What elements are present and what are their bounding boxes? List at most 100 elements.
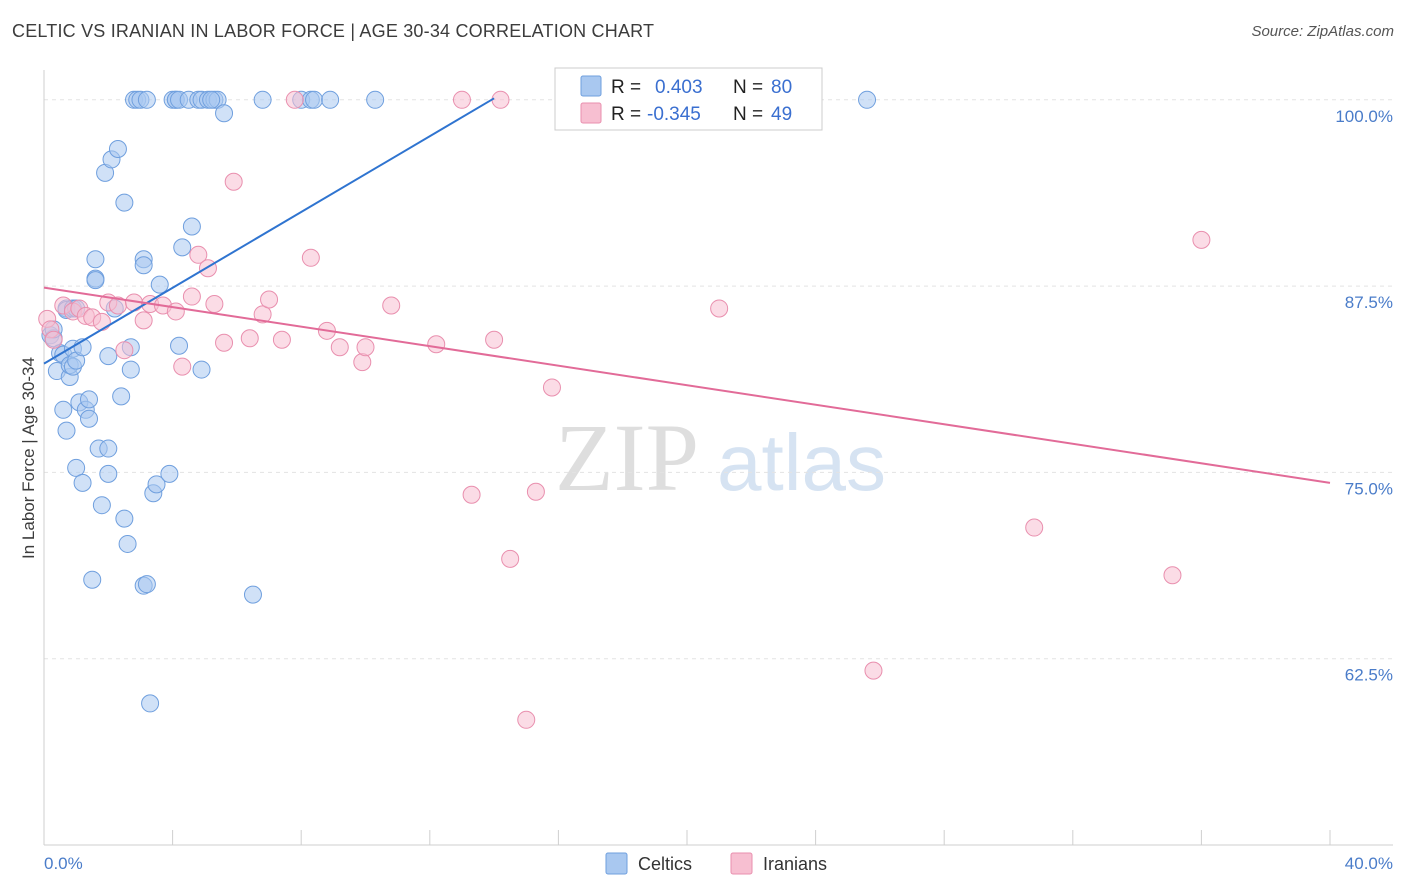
legend-r-value-iranian: -0.345 (647, 104, 701, 125)
iranian-point (485, 330, 504, 349)
celtic-point (147, 475, 166, 494)
iranian-point (330, 338, 349, 357)
iranian-point (44, 330, 63, 349)
iranian-point (542, 378, 561, 397)
legend-swatch-celtic (580, 75, 602, 97)
iranian-point (517, 710, 536, 729)
celtic-point (80, 409, 99, 428)
watermark: ZIP atlas (555, 404, 886, 511)
celtic-point (366, 90, 385, 109)
iranian-point (353, 353, 372, 372)
x-tick-label-min: 0.0% (44, 854, 83, 873)
celtic-point (57, 421, 76, 440)
celtic-point (150, 275, 169, 294)
bottom-legend-label-celtic[interactable]: Celtics (638, 854, 692, 874)
y-tick-label: 62.5% (1345, 666, 1393, 685)
celtic-point (86, 271, 105, 290)
celtic-point (92, 496, 111, 515)
celtic-point (202, 90, 221, 109)
iranian-point (491, 90, 510, 109)
celtic-point (99, 464, 118, 483)
legend-r-label-celtic: R = (611, 77, 641, 98)
legend-n-value-iranian: 49 (771, 104, 792, 125)
celtic-point (192, 360, 211, 379)
celtic-point (99, 439, 118, 458)
iranian-point (115, 341, 134, 360)
legend-r-value-celtic: 0.403 (655, 77, 703, 98)
legend-n-value-celtic: 80 (771, 77, 792, 98)
legend-n-label-iranian: N = (733, 104, 763, 125)
iranian-point (253, 305, 272, 324)
celtic-point (321, 90, 340, 109)
celtic-point (182, 217, 201, 236)
celtic-point (137, 575, 156, 594)
chart-source: Source: ZipAtlas.com (1251, 23, 1394, 40)
celtic-point (99, 347, 118, 366)
y-tick-label: 75.0% (1345, 479, 1393, 498)
iranian-point (215, 333, 234, 352)
iranian-point (166, 302, 185, 321)
celtic-point (54, 400, 73, 419)
watermark-atlas: atlas (717, 418, 886, 507)
celtic-point (73, 473, 92, 492)
celtic-point (80, 390, 99, 409)
iranian-point (452, 90, 471, 109)
iranian-point (285, 90, 304, 109)
iranian-point (301, 248, 320, 267)
celtic-point (134, 256, 153, 275)
bottom-legend-label-iranian[interactable]: Iranians (763, 854, 827, 874)
iranian-point (134, 311, 153, 330)
celtic-point (253, 90, 272, 109)
iranian-point (1025, 518, 1044, 537)
celtic-point (858, 90, 877, 109)
celtic-point (305, 90, 324, 109)
iranian-point (260, 290, 279, 309)
iranian-point (427, 335, 446, 354)
celtic-point (115, 193, 134, 212)
iranian-point (240, 329, 259, 348)
celtic-point (115, 509, 134, 528)
legend-n-label-celtic: N = (733, 77, 763, 98)
celtic-point (141, 694, 160, 713)
celtic-point (108, 139, 127, 158)
celtic-point (160, 464, 179, 483)
iranian-point (205, 294, 224, 313)
celtic-point (137, 90, 156, 109)
axis-layer: 62.5% 75.0% 87.5% 100.0% (43, 70, 1393, 846)
iranian-point (356, 338, 375, 357)
celtic-point (86, 250, 105, 269)
iranian-point (1192, 230, 1211, 249)
iranian-point (92, 312, 111, 331)
iranian-trend-line (43, 286, 1331, 484)
bottom-legend-swatch-celtic[interactable] (605, 852, 628, 875)
bottom-legend-swatch-iranian[interactable] (730, 852, 753, 875)
iranian-point (864, 661, 883, 680)
celtic-point (67, 458, 86, 477)
iranian-point (182, 287, 201, 306)
iranian-point (224, 172, 243, 191)
iranian-point (272, 330, 291, 349)
celtic-point (121, 360, 140, 379)
iranian-point (382, 296, 401, 315)
iranian-point (710, 299, 729, 318)
y-tick-label: 87.5% (1345, 293, 1393, 312)
legend-swatch-iranian (580, 102, 602, 124)
celtic-points (41, 90, 877, 713)
celtic-point (215, 104, 234, 123)
x-tick-label-max: 40.0% (1345, 854, 1393, 873)
iranian-point (173, 357, 192, 376)
iranian-point (526, 482, 545, 501)
y-tick-label: 100.0% (1335, 107, 1393, 126)
watermark-zip: ZIP (555, 404, 699, 511)
iranian-point (462, 485, 481, 504)
celtic-trend-line (43, 97, 495, 365)
celtic-point (170, 336, 189, 355)
legend-r-label-iranian: R = (611, 104, 641, 125)
celtic-point (112, 387, 131, 406)
y-axis-title: In Labor Force | Age 30-34 (19, 357, 38, 559)
iranian-point (1163, 566, 1182, 585)
celtic-point (83, 570, 102, 589)
trend-lines (43, 97, 1331, 484)
